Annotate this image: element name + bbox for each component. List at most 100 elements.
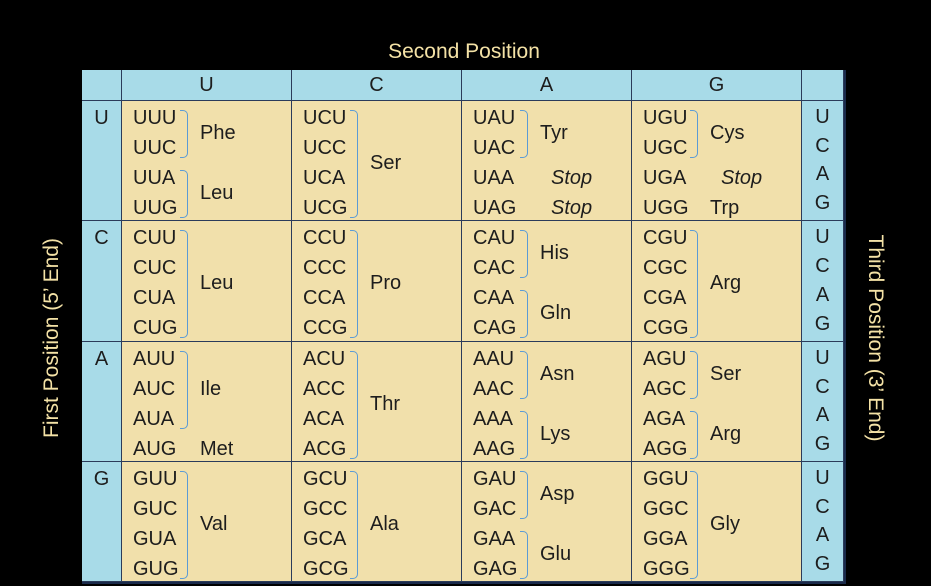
codon: CGC bbox=[643, 257, 688, 279]
amino-acid-label: Gln bbox=[540, 302, 572, 324]
codon: UUA bbox=[133, 167, 176, 189]
amino-acid-label: Glu bbox=[540, 543, 572, 565]
codon-box: UUU UUC UUA UUG Phe Leu bbox=[122, 101, 292, 221]
codon-box: GCU GCC GCA GCG Ala bbox=[292, 462, 462, 582]
codon-box: CGU CGC CGA CGG Arg bbox=[632, 221, 802, 342]
third-base-label: A bbox=[815, 284, 830, 306]
amino-acid-label: Pro bbox=[370, 272, 402, 294]
amino-acid-label: Val bbox=[200, 513, 228, 535]
codon: CGU bbox=[643, 227, 688, 249]
codon-group-bracket bbox=[520, 110, 528, 158]
codon-group-bracket bbox=[350, 110, 358, 218]
stop-codon-label: Stop bbox=[721, 167, 763, 189]
amino-acid-label: Trp bbox=[710, 197, 740, 219]
codon: GCC bbox=[303, 498, 348, 520]
codon: UUU bbox=[133, 107, 177, 129]
codon-box: CAU CAC CAA CAG His Gln bbox=[462, 221, 632, 342]
codon: UUC bbox=[133, 137, 177, 159]
codon: CCG bbox=[303, 317, 348, 339]
amino-acid-label: Thr bbox=[370, 393, 400, 415]
second-position-label: Second Position bbox=[388, 40, 540, 63]
codon: GAC bbox=[473, 498, 517, 520]
first-base-label: C bbox=[82, 221, 122, 342]
third-base-label: G bbox=[814, 553, 831, 576]
codon: UCC bbox=[303, 137, 347, 159]
codon: CGG bbox=[643, 317, 689, 339]
codon: GUC bbox=[133, 498, 178, 520]
codon: UCA bbox=[303, 167, 346, 189]
first-base-label: A bbox=[82, 342, 122, 462]
codon-group-bracket bbox=[520, 471, 528, 519]
codon-group-bracket bbox=[350, 471, 358, 579]
amino-acid-label: Arg bbox=[710, 272, 742, 294]
codon-table: U C A G U UUU UUC UUA UUG Phe Leu UCU UCC UCA UCG Ser UA… bbox=[82, 70, 846, 584]
codon-group-bracket bbox=[180, 230, 188, 338]
codon: UAU bbox=[473, 107, 516, 129]
amino-acid-label: Ser bbox=[370, 152, 402, 174]
codon: CCU bbox=[303, 227, 347, 249]
third-base-label: C bbox=[815, 375, 830, 398]
codon: GUU bbox=[133, 468, 178, 490]
amino-acid-label: Arg bbox=[710, 423, 742, 445]
amino-acid-label: Gly bbox=[710, 513, 740, 535]
codon-group-bracket bbox=[690, 110, 698, 158]
third-base-label: G bbox=[814, 192, 831, 215]
codon: GUG bbox=[133, 558, 179, 580]
codon-group-bracket bbox=[690, 351, 698, 399]
codon-group-bracket bbox=[520, 290, 528, 338]
second-base-header: G bbox=[632, 70, 802, 101]
amino-acid-label: Ala bbox=[370, 513, 399, 535]
codon: UGA bbox=[643, 167, 687, 189]
codon: AUC bbox=[133, 378, 176, 400]
codon: CCA bbox=[303, 287, 346, 309]
codon: GAG bbox=[473, 558, 518, 580]
codon: UGU bbox=[643, 107, 688, 129]
third-base-label: A bbox=[815, 524, 830, 547]
codon-group-bracket bbox=[180, 351, 188, 429]
codon: AGU bbox=[643, 348, 687, 370]
codon: UUG bbox=[133, 197, 178, 219]
codon-box: CCU CCC CCA CCG Pro bbox=[292, 221, 462, 342]
second-base-header: C bbox=[292, 70, 462, 101]
codon: CUA bbox=[133, 287, 176, 309]
amino-acid-label: Cys bbox=[710, 122, 745, 144]
codon-box: UCU UCC UCA UCG Ser bbox=[292, 101, 462, 221]
codon-group-bracket bbox=[690, 411, 698, 459]
codon: AUU bbox=[133, 348, 176, 370]
third-base-label: G bbox=[814, 313, 831, 335]
codon: UCU bbox=[303, 107, 347, 129]
codon-group-bracket bbox=[180, 170, 188, 218]
amino-acid-label: Phe bbox=[200, 122, 236, 144]
codon: UCG bbox=[303, 197, 348, 219]
third-position-label: Third Position (3’ End) bbox=[864, 234, 887, 442]
amino-acid-label: Leu bbox=[200, 182, 234, 204]
codon: AAG bbox=[473, 438, 516, 460]
amino-acid-label: Met bbox=[200, 438, 234, 460]
codon: CCC bbox=[303, 257, 347, 279]
second-base-header: A bbox=[462, 70, 632, 101]
amino-acid-label: Lys bbox=[540, 423, 571, 445]
codon: GGG bbox=[643, 558, 690, 580]
codon: UAG bbox=[473, 197, 517, 219]
codon-box: UAU UAC UAA UAG Tyr Stop Stop bbox=[462, 101, 632, 221]
codon: GGU bbox=[643, 468, 689, 490]
codon: GCA bbox=[303, 528, 347, 550]
codon: AUA bbox=[133, 408, 175, 430]
header-corner-right bbox=[802, 70, 844, 101]
codon-box: AGU AGC AGA AGG Ser Arg bbox=[632, 342, 802, 462]
codon: UAA bbox=[473, 167, 515, 189]
codon: ACG bbox=[303, 438, 347, 460]
amino-acid-label: Tyr bbox=[540, 122, 568, 144]
third-base-label: U bbox=[815, 346, 830, 369]
second-base-header: U bbox=[122, 70, 292, 101]
first-position-label: First Position (5’ End) bbox=[40, 238, 63, 438]
codon: AAC bbox=[473, 378, 515, 400]
codon: UGC bbox=[643, 137, 688, 159]
codon-box: UGU UGC UGA UGG Cys Stop Trp bbox=[632, 101, 802, 221]
codon-group-bracket bbox=[520, 351, 528, 399]
third-base-label: C bbox=[815, 255, 830, 277]
codon: CGA bbox=[643, 287, 687, 309]
